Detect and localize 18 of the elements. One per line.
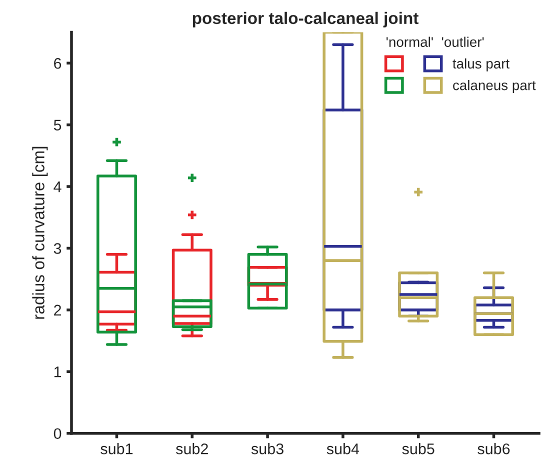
- chart-title: posterior talo-calcaneal joint: [192, 12, 419, 28]
- x-tick-label: sub3: [251, 443, 284, 454]
- y-tick-label: 5: [54, 120, 62, 131]
- y-tick-label: 6: [54, 58, 62, 69]
- x-tick-label: sub6: [478, 443, 510, 454]
- y-tick-label: 0: [54, 428, 62, 440]
- legend-label: calaneus part: [453, 80, 536, 93]
- y-tick-label: 2: [54, 304, 62, 316]
- y-tick-label: 3: [54, 243, 62, 254]
- x-tick-label: sub4: [326, 443, 360, 454]
- y-tick-label: 1: [54, 366, 62, 378]
- x-tick-label: sub2: [176, 443, 208, 454]
- x-tick-label: sub5: [402, 443, 434, 454]
- y-axis-title: radius of curvature [cm]: [32, 146, 48, 319]
- y-tick-label: 4: [54, 182, 62, 192]
- x-tick-label: sub1: [100, 443, 133, 454]
- legend-title: 'normal' 'outlier': [386, 36, 484, 47]
- legend-label: talus part: [452, 58, 510, 72]
